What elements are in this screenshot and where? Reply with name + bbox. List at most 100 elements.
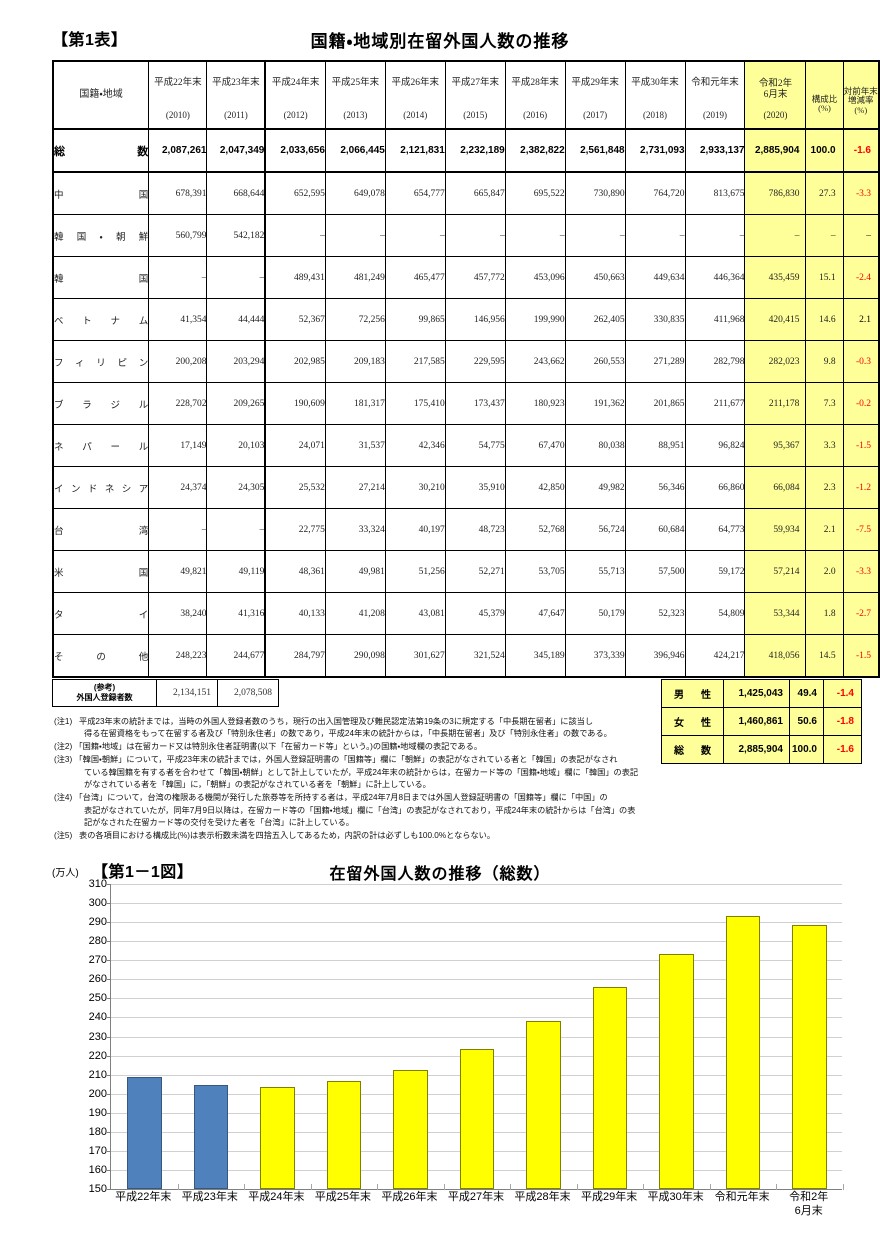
- cell-value: 48,723: [444, 508, 506, 551]
- cell-value: 24,305: [206, 466, 267, 509]
- chart-y-tick-label: 250: [88, 992, 107, 1005]
- table-row: ブ ラ ジ ル 228,702 209,265 190,609 181,317 175,4…: [52, 382, 880, 425]
- cell-share: 2.3: [805, 466, 844, 509]
- chart-bar: [659, 954, 694, 1189]
- cell-value: 764,720: [624, 171, 686, 215]
- cell-latest: 435,459: [744, 256, 807, 299]
- cell-value: 330,835: [624, 298, 686, 341]
- chart-y-tick-label: 170: [88, 1144, 107, 1157]
- chart-y-tickmark: [107, 922, 111, 924]
- cell-value: 17,149: [148, 424, 208, 467]
- cell-value: 345,189: [504, 634, 566, 678]
- gender-summary-table: 男 性 1,425,043 49.4 -1.4 女 性 1,460,861 50.6 -1.8…: [661, 679, 862, 764]
- chart-y-tickmark: [107, 941, 111, 943]
- document-header: 【第1表】 国籍・地域別在留外国人数の推移: [0, 26, 880, 52]
- cell-value: 424,217: [684, 634, 746, 678]
- cell-share: 27.3: [805, 171, 844, 215]
- header-row: 国籍・地域 平成22年末 (2010) 平成23年末 (2011) 平成24年末…: [52, 60, 880, 130]
- reference-label: (参考) 外国人登録者数: [52, 679, 157, 707]
- cell-latest: 211,178: [744, 382, 807, 425]
- cell-value: 209,183: [324, 340, 386, 383]
- cell-value: 54,775: [444, 424, 506, 467]
- cell-value: 35,910: [444, 466, 506, 509]
- chart-y-tick-label: 180: [88, 1125, 107, 1138]
- gender-label-1: 女 性: [661, 707, 724, 736]
- cell-rate: -0.3: [842, 340, 880, 383]
- cell-rate: -1.6: [842, 128, 880, 173]
- chart-gridline: [111, 941, 842, 943]
- cell-value: 53,705: [504, 550, 566, 593]
- chart-x-axis-labels: 平成22年末 平成23年末 平成24年末 平成25年末 平成26年末 平成27年末 平成28…: [110, 1191, 850, 1239]
- cell-value: 200,208: [148, 340, 208, 383]
- cell-value: 2,561,848: [564, 128, 626, 173]
- cell-value: 217,585: [384, 340, 446, 383]
- cell-rate: –: [842, 214, 880, 257]
- row-label-0: 総 数: [52, 128, 150, 173]
- footnote-3: (注3) 「韓国・朝鮮」について，平成23年末の統計までは，外国人登録証明書の「…: [54, 755, 639, 790]
- chart-x-separator: [443, 1184, 445, 1190]
- cell-latest: 95,367: [744, 424, 807, 467]
- header-year-7: 平成29年末 (2017): [564, 60, 626, 130]
- cell-value: 411,968: [684, 298, 746, 341]
- header-year-9: 令和元年末 (2019): [684, 60, 746, 130]
- chart-y-tickmark: [107, 1169, 111, 1171]
- gender-row: 総 数 2,885,904 100.0 -1.6: [661, 735, 862, 764]
- footnote-1: (注1) 平成23年末の統計までは，当時の外国人登録者数のうち，現行の出入国管理…: [54, 717, 612, 739]
- cell-value: 41,316: [206, 592, 267, 635]
- chart-y-tickmark: [107, 998, 111, 1000]
- cell-rate: -1.5: [842, 424, 880, 467]
- header-year-6: 平成28年末 (2016): [504, 60, 566, 130]
- table-row: フィリピン 200,208 203,294 202,985 209,183 217,585…: [52, 340, 880, 383]
- cell-value: 42,850: [504, 466, 566, 509]
- chart-bar: [792, 924, 828, 1189]
- header-latest: 令和2年 6月末 (2020): [744, 60, 807, 130]
- cell-value: 52,271: [444, 550, 506, 593]
- table-row: 総 数 2,087,261 2,047,349 2,033,656 2,066,445 2…: [52, 128, 880, 173]
- table-row: 台 湾 – –22,775 33,324 40,197 48,723 52,768 56,72…: [52, 508, 880, 551]
- cell-value: 24,374: [148, 466, 208, 509]
- cell-value: 173,437: [444, 382, 506, 425]
- row-label-8: インドネシア: [52, 466, 150, 509]
- table-row: そ の 他 248,223 244,677 284,797 290,098 301,627…: [52, 634, 880, 678]
- cell-value: 49,821: [148, 550, 208, 593]
- cell-value: 49,982: [564, 466, 626, 509]
- table-row: 米 国 49,821 49,119 48,361 49,981 51,256 52,271 5…: [52, 550, 880, 593]
- cell-value: 457,772: [444, 256, 506, 299]
- cell-value: –: [206, 508, 267, 551]
- chart-y-tick-label: 240: [88, 1011, 107, 1024]
- cell-share: 9.8: [805, 340, 844, 383]
- cell-value: 64,773: [684, 508, 746, 551]
- chart-gridline: [111, 903, 842, 905]
- chart-x-label: 令和2年 6月末: [789, 1191, 829, 1217]
- chart-x-label: 平成26年末: [381, 1191, 438, 1203]
- cell-rate: -1.2: [842, 466, 880, 509]
- chart-y-tickmark: [107, 1131, 111, 1133]
- chart-bar: [193, 1084, 229, 1189]
- cell-latest: 53,344: [744, 592, 807, 635]
- cell-value: 49,981: [324, 550, 386, 593]
- chart-bar: [326, 1081, 362, 1189]
- row-label-5: フィリピン: [52, 340, 150, 383]
- footnote-2: (注2) 「国籍・地域」は在留カード又は特別永住者証明書(以下「在留カード等」と…: [54, 742, 483, 752]
- cell-value: 654,777: [384, 171, 446, 215]
- chart-y-tick-label: 260: [88, 973, 107, 986]
- chart-x-label: 平成27年末: [447, 1191, 505, 1203]
- header-year-8: 平成30年末 (2018): [624, 60, 686, 130]
- cell-latest: 57,214: [744, 550, 807, 593]
- header-year-3: 平成25年末 (2013): [324, 60, 386, 130]
- cell-value: 30,210: [384, 466, 446, 509]
- table-row: インドネシア 24,374 24,305 25,532 27,214 30,210 35,9…: [52, 466, 880, 509]
- row-label-3: 韓 国: [52, 256, 150, 299]
- cell-value: 24,071: [264, 424, 326, 467]
- cell-value: 72,256: [324, 298, 386, 341]
- gender-table-body: 男 性 1,425,043 49.4 -1.4 女 性 1,460,861 50.6 -1.8…: [661, 679, 862, 764]
- row-label-4: ベ ト ナ ム: [52, 298, 150, 341]
- cell-value: 199,990: [504, 298, 566, 341]
- gender-label-0: 男 性: [661, 679, 724, 708]
- reference-registration-table: (参考) 外国人登録者数 2,134,151 2,078,508: [52, 679, 279, 707]
- table-row: 韓 国 – –489,431 481,249 465,477 457,772 453,096…: [52, 256, 880, 299]
- cell-value: 301,627: [384, 634, 446, 678]
- cell-value: 2,731,093: [624, 128, 686, 173]
- cell-value: 2,047,349: [206, 128, 267, 173]
- gender-share-1: 50.6: [789, 707, 824, 736]
